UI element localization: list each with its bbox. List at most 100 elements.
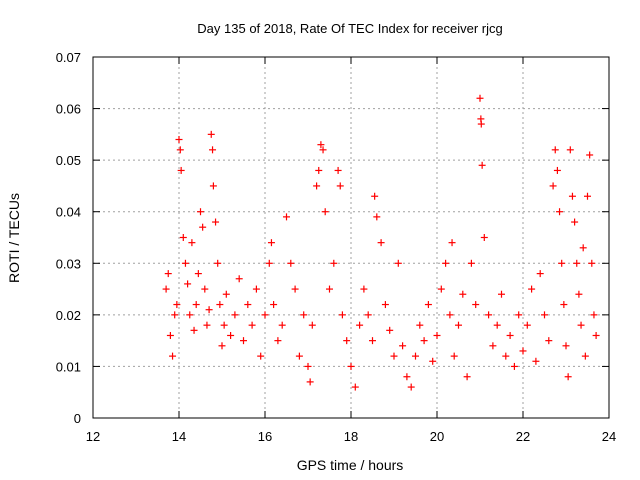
data-point [424, 301, 432, 309]
data-point [429, 357, 437, 365]
data-point [579, 244, 587, 252]
data-point [175, 136, 183, 144]
data-point [399, 342, 407, 350]
data-point [463, 373, 471, 381]
data-point [336, 182, 344, 190]
chart-title: Day 135 of 2018, Rate Of TEC Index for r… [197, 21, 502, 36]
data-point [291, 285, 299, 293]
data-point [446, 311, 454, 319]
data-point [433, 331, 441, 339]
data-point [498, 290, 505, 298]
data-point [556, 208, 564, 216]
data-point [502, 352, 510, 360]
data-point [184, 280, 192, 288]
data-point [519, 347, 527, 355]
data-point [218, 342, 226, 350]
data-point [261, 311, 269, 319]
data-point [205, 306, 213, 314]
data-point [442, 259, 450, 267]
data-point [257, 352, 265, 360]
data-point [169, 352, 177, 360]
data-point [164, 270, 172, 278]
data-point [459, 290, 467, 298]
data-point [586, 151, 594, 159]
data-point [351, 383, 359, 391]
y-axis-title: ROTI / TECUs [6, 193, 22, 283]
y-tick-label: 0.01 [56, 359, 81, 374]
data-point [377, 239, 385, 247]
data-point [197, 208, 204, 216]
data-point [334, 166, 342, 174]
data-point [179, 234, 187, 241]
data-point [252, 285, 260, 293]
data-point [190, 326, 198, 334]
data-point [403, 373, 411, 381]
data-point [166, 331, 174, 339]
data-point [590, 311, 598, 319]
y-tick-label: 0.06 [56, 102, 81, 117]
data-point [343, 337, 351, 345]
data-point [420, 337, 428, 345]
data-point [188, 239, 196, 247]
data-point [321, 208, 329, 216]
data-point [568, 192, 576, 200]
data-point [536, 270, 544, 278]
x-tick-label: 14 [172, 429, 186, 444]
data-point [319, 146, 327, 154]
data-point [416, 321, 424, 329]
data-point [278, 321, 286, 329]
data-point [227, 331, 235, 339]
data-point [267, 239, 275, 247]
data-point [231, 311, 239, 319]
data-point [338, 311, 346, 319]
data-point [467, 259, 475, 267]
data-point [506, 331, 514, 339]
data-point [162, 285, 170, 293]
data-point [201, 285, 209, 293]
data-point [510, 362, 518, 370]
x-tick-label: 12 [86, 429, 100, 444]
axis-ticks [92, 56, 610, 419]
data-point [317, 141, 325, 149]
data-point [437, 285, 445, 293]
data-point [478, 161, 486, 169]
data-point [549, 182, 557, 190]
x-tick-labels: 12 14 16 18 20 22 24 [86, 429, 616, 444]
data-point [553, 166, 561, 174]
x-axis-title: GPS time / hours [297, 457, 404, 473]
data-point [412, 352, 419, 360]
data-point [493, 321, 501, 329]
data-point [209, 146, 217, 154]
y-tick-label: 0 [74, 411, 81, 426]
data-point [235, 275, 243, 283]
data-point [551, 146, 559, 154]
data-point [295, 352, 303, 360]
data-point [573, 259, 581, 267]
data-point [558, 259, 566, 267]
data-point [192, 301, 200, 309]
data-point [356, 321, 364, 329]
data-point [194, 270, 202, 278]
data-point [248, 321, 256, 329]
data-point [394, 259, 402, 267]
data-point [489, 342, 497, 350]
data-point [541, 311, 548, 319]
data-point [330, 259, 338, 267]
data-point [216, 301, 224, 309]
data-point [220, 321, 228, 329]
data-point [545, 337, 553, 345]
data-point [571, 218, 579, 226]
data-point [214, 259, 222, 267]
x-tick-label: 16 [258, 429, 272, 444]
data-point [313, 182, 321, 190]
data-point [480, 234, 488, 241]
data-point [528, 285, 536, 293]
data-point [207, 130, 215, 138]
data-point [532, 357, 540, 365]
data-point [381, 301, 389, 309]
data-point [364, 311, 372, 319]
y-tick-label: 0.07 [56, 50, 81, 65]
data-point [186, 311, 194, 319]
